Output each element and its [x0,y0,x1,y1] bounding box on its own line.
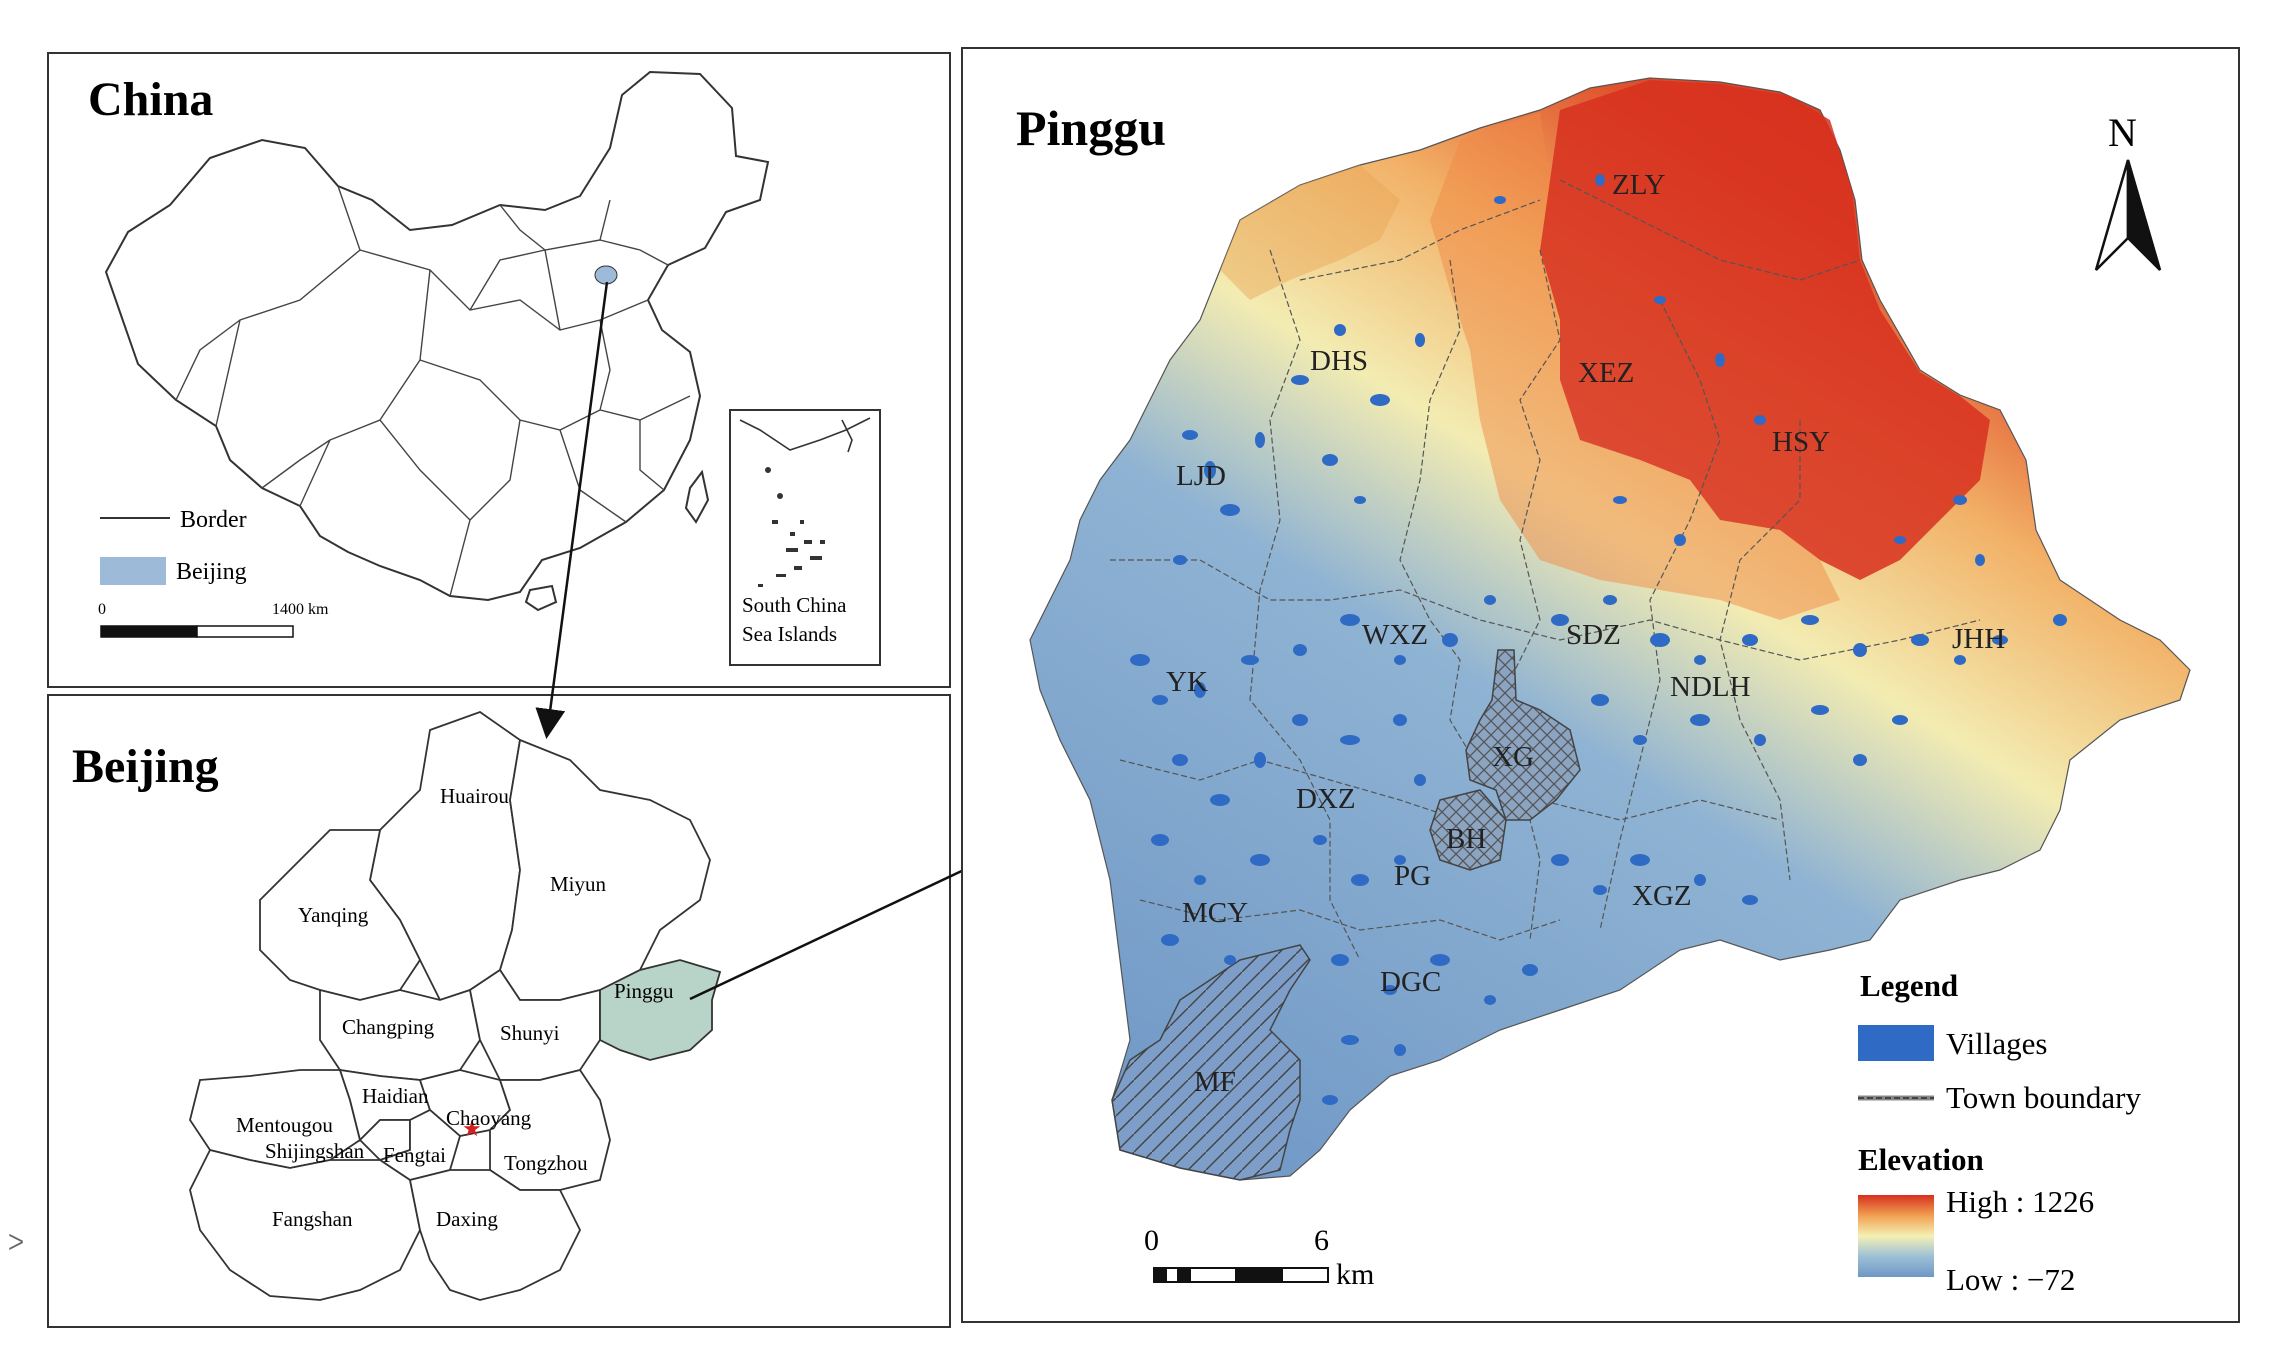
china-panel: China Border Be [47,52,951,688]
district-fangshan [189,1148,421,1301]
town-xg-hatch [1465,649,1581,821]
town-mf: MF [1194,1066,1236,1098]
inset-coastline-2 [841,419,853,453]
label-fangshan: Fangshan [272,1207,353,1231]
high-elevation-zone [1540,80,1990,580]
north-arrow-icon-dark [2126,159,2162,271]
label-tongzhou: Tongzhou [504,1151,588,1175]
label-daxing: Daxing [436,1207,498,1231]
china-scale-bar-dark [100,625,198,638]
taiwan-outline [684,469,710,524]
label-shijingshan: Shijingshan [265,1139,365,1163]
town-yk: YK [1166,666,1208,698]
legend-elevation-title: Elevation [1858,1142,1984,1177]
town-ndlh: NDLH [1670,671,1751,703]
label-chaoyang: Chaoyang [446,1106,532,1130]
town-bh: BH [1446,823,1486,855]
town-sdz: SDZ [1566,619,1621,651]
arrow-china-to-beijing [535,281,609,739]
china-scale-end: 1400 km [272,601,329,618]
beijing-legend-swatch [100,557,166,585]
china-scale-bar-light [196,625,294,638]
town-wxz: WXZ [1362,619,1428,651]
label-haidian: Haidian [362,1084,429,1108]
pinggu-panel: Pinggu N [961,47,2240,1323]
label-miyun: Miyun [550,872,607,896]
district-tongzhou [489,1068,611,1191]
district-mentougou [189,1069,362,1169]
town-jhh: JHH [1952,623,2005,655]
town-bh-hatch [1429,789,1507,871]
pinggu-scale-start: 0 [1144,1224,1159,1257]
inset-label-line2: Sea Islands [742,622,837,646]
district-yanqing [259,829,422,1001]
town-labels: ZLY DHS XEZ HSY LJD WXZ SDZ JHH YK NDLH … [1166,169,2005,1098]
inset-label-line1: South China [742,593,847,617]
town-pg: PG [1394,860,1431,892]
legend-elevation-ramp [1858,1195,1934,1277]
town-mf-hatch [1111,944,1311,1181]
beijing-highlight-china [594,265,618,285]
beijing-panel: Beijing ★ Huairou Miyun Yanqing Pinggu [8,694,951,1328]
china-title: China [88,73,213,126]
district-labels: Huairou Miyun Yanqing Pinggu Changping S… [236,784,674,1231]
left-ridge-zone [1220,165,1400,300]
label-mentougou: Mentougou [236,1113,333,1137]
label-changping: Changping [342,1015,435,1039]
district-daxing [408,1169,582,1301]
district-changping [319,988,481,1081]
legend-elevation-high: High : 1226 [1946,1184,2094,1219]
town-dxz: DXZ [1296,783,1356,815]
pinggu-scale-bar [1153,1267,1329,1283]
town-xez: XEZ [1578,357,1634,389]
border-legend-label: Border [180,507,247,533]
label-fengtai: Fengtai [383,1143,446,1167]
town-xgz: XGZ [1632,880,1692,912]
district-pinggu [599,959,722,1061]
town-hsy: HSY [1772,426,1830,458]
pinggu-scale-unit: km [1336,1258,1374,1291]
town-dgc: DGC [1380,966,1441,998]
town-ljd: LJD [1176,460,1226,492]
china-outline [104,70,770,602]
town-zly: ZLY [1612,169,1666,201]
beijing-legend-label: Beijing [176,559,247,585]
beijing-title: Beijing [72,740,219,793]
town-dhs: DHS [1310,345,1368,377]
side-mark: ᐳ [8,1231,24,1256]
inset-islands [758,467,825,587]
legend-elevation-low: Low : −72 [1946,1262,2075,1297]
pinggu-title: Pinggu [1016,100,1166,156]
legend-title: Legend [1860,968,1958,1003]
beijing-districts [189,710,711,1301]
legend-villages-swatch [1858,1025,1934,1061]
north-label: N [2108,110,2137,155]
label-shunyi: Shunyi [500,1021,560,1045]
hainan-outline [524,584,558,612]
center-star: ★ [462,1117,482,1142]
orange-elevation-zone [1430,112,1840,620]
legend-town-boundary-label: Town boundary [1946,1080,2141,1115]
label-huairou: Huairou [440,784,509,808]
inset-coastline [739,417,871,451]
pinggu-scale-end: 6 [1314,1224,1329,1257]
label-pinggu: Pinggu [614,979,674,1003]
town-mcy: MCY [1182,897,1248,929]
label-yanqing: Yanqing [298,903,369,927]
legend-villages-label: Villages [1946,1026,2047,1061]
china-scale-start: 0 [98,601,106,618]
villages [1130,174,2067,1105]
south-china-sea-inset [729,409,881,666]
town-xg: XG [1492,741,1534,773]
